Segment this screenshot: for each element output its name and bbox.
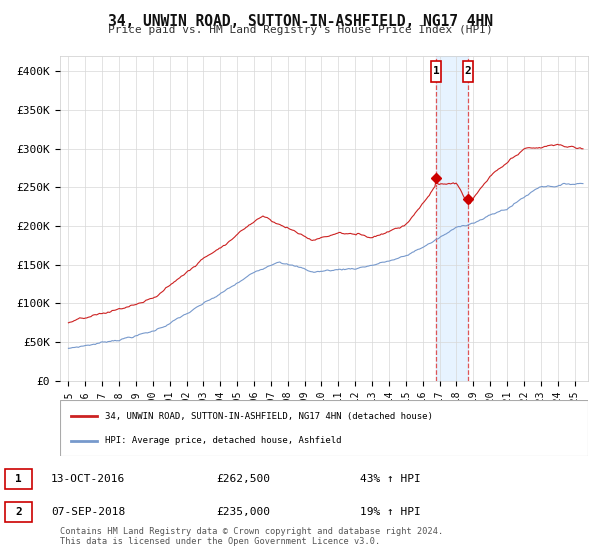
Text: Price paid vs. HM Land Registry's House Price Index (HPI): Price paid vs. HM Land Registry's House … [107, 25, 493, 35]
Text: 2: 2 [464, 67, 472, 77]
Text: 1: 1 [15, 474, 22, 484]
Text: 07-SEP-2018: 07-SEP-2018 [51, 507, 125, 517]
Text: 2: 2 [15, 507, 22, 517]
Text: 34, UNWIN ROAD, SUTTON-IN-ASHFIELD, NG17 4HN (detached house): 34, UNWIN ROAD, SUTTON-IN-ASHFIELD, NG17… [105, 412, 433, 421]
Text: 13-OCT-2016: 13-OCT-2016 [51, 474, 125, 484]
Bar [431, 60, 441, 82]
Text: Contains HM Land Registry data © Crown copyright and database right 2024.
This d: Contains HM Land Registry data © Crown c… [60, 526, 443, 546]
Text: 34, UNWIN ROAD, SUTTON-IN-ASHFIELD, NG17 4HN: 34, UNWIN ROAD, SUTTON-IN-ASHFIELD, NG17… [107, 14, 493, 29]
Text: HPI: Average price, detached house, Ashfield: HPI: Average price, detached house, Ashf… [105, 436, 341, 445]
Text: £235,000: £235,000 [216, 507, 270, 517]
Text: 19% ↑ HPI: 19% ↑ HPI [360, 507, 421, 517]
Text: 1: 1 [433, 67, 439, 77]
Text: £262,500: £262,500 [216, 474, 270, 484]
Bar [436, 56, 468, 381]
Bar [463, 60, 473, 82]
Text: 43% ↑ HPI: 43% ↑ HPI [360, 474, 421, 484]
